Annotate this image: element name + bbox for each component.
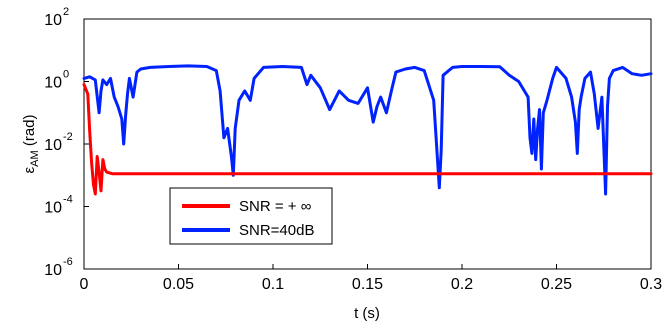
- x-tick-label: 0.25: [541, 276, 572, 293]
- y-tick-exponent: -6: [63, 256, 73, 268]
- series-line-1: [82, 64, 653, 196]
- legend-label-0: SNR = + ∞: [239, 198, 312, 215]
- x-tick-label: 0.05: [163, 276, 194, 293]
- plot-area: [83, 18, 652, 270]
- y-tick-label: 10: [44, 262, 62, 279]
- x-tick-label: 0: [80, 276, 89, 293]
- y-tick-exponent: -4: [63, 194, 73, 206]
- x-tick-label: 0.2: [451, 276, 473, 293]
- y-tick-exponent: 2: [63, 6, 69, 18]
- y-tick-label: 10: [44, 12, 62, 29]
- legend-label-1: SNR=40dB: [239, 222, 314, 239]
- legend-box: [169, 187, 333, 245]
- x-tick-label: 0.3: [640, 276, 662, 293]
- y-tick-exponent: -2: [63, 131, 73, 143]
- y-axis-label-sub: AM: [29, 150, 41, 167]
- legend: SNR = + ∞ SNR=40dB: [169, 187, 333, 245]
- y-axis-label-rest: (rad): [21, 114, 38, 150]
- y-axis-label-base: ε: [21, 167, 38, 174]
- x-tick-label: 0.1: [262, 276, 284, 293]
- y-tick-exponent: 0: [63, 69, 69, 81]
- y-axis-label: εAM (rad): [21, 114, 41, 173]
- y-tick-label: 10: [44, 75, 62, 92]
- x-tick-label: 0.15: [352, 276, 383, 293]
- series-line-0: [82, 83, 653, 196]
- y-tick-label: 10: [44, 200, 62, 217]
- x-axis-label: t (s): [354, 305, 380, 322]
- svg-text:εAM (rad): εAM (rad): [21, 114, 41, 173]
- series-layer: [82, 64, 653, 196]
- y-tick-label: 10: [44, 137, 62, 154]
